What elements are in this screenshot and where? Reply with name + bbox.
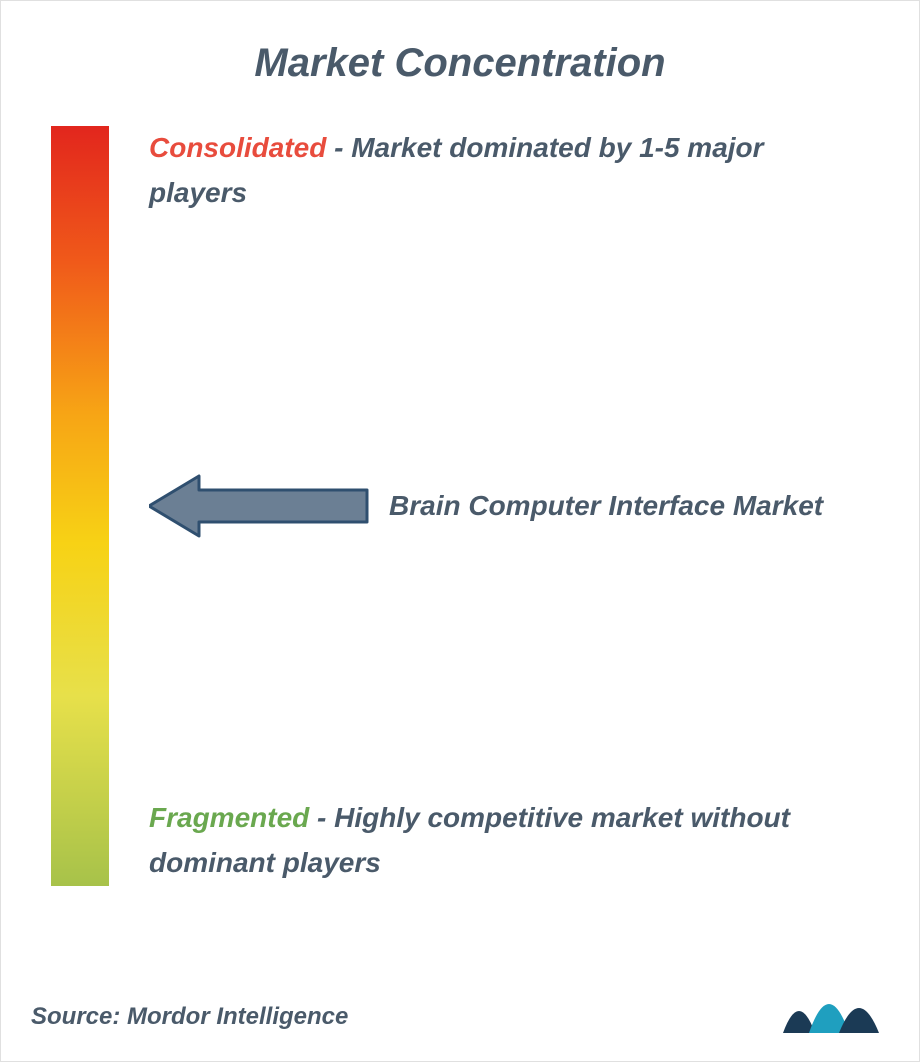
fragmented-keyword: Fragmented	[149, 802, 309, 833]
market-name-label: Brain Computer Interface Market	[389, 487, 823, 525]
mordor-logo-icon	[779, 981, 889, 1041]
consolidated-description: Consolidated - Market dominated by 1-5 m…	[149, 126, 869, 216]
market-pointer-row: Brain Computer Interface Market	[149, 472, 869, 540]
right-column: Consolidated - Market dominated by 1-5 m…	[109, 126, 869, 886]
fragmented-description: Fragmented - Highly competitive market w…	[149, 796, 869, 886]
chart-title: Market Concentration	[51, 41, 869, 86]
left-arrow-icon	[149, 472, 369, 540]
consolidated-keyword: Consolidated	[149, 132, 326, 163]
concentration-gradient-bar	[51, 126, 109, 886]
source-attribution: Source: Mordor Intelligence	[31, 1003, 348, 1031]
infographic-frame: Market Concentration Consolidated - Mark…	[0, 0, 920, 1062]
content-row: Consolidated - Market dominated by 1-5 m…	[51, 126, 869, 886]
